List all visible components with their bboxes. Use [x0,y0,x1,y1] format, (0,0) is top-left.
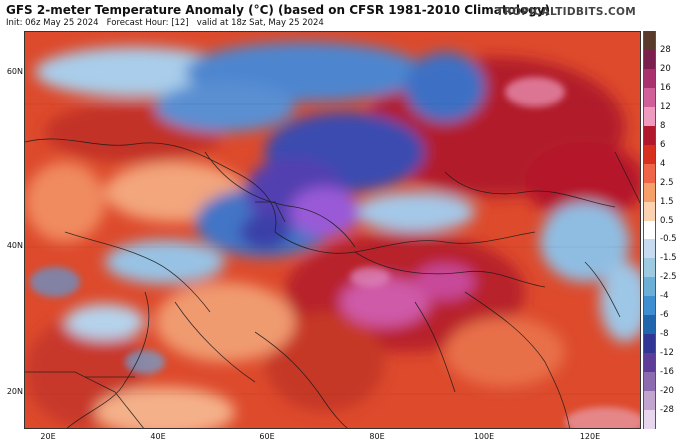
lon-label-60e: 60E [259,432,275,441]
lat-label-40n: 40N [6,241,23,250]
legend-label: -8 [660,329,669,340]
legend-label: -6 [660,310,669,321]
legend-swatch [643,239,656,259]
color-legend: 28 20 16 12 8 6 4 2.5 1.5 0.5 -0.5 -1.5 -2.5 -4 -6 -8 -1… [643,31,680,430]
legend-label: 6 [660,139,666,150]
legend-label: -1.5 [660,253,677,264]
legend-label: 20 [660,63,671,74]
brand-logo: TROPICALTIDBITS.COM [496,6,636,18]
legend-swatch [643,106,656,127]
legend-label: -4 [660,291,669,302]
legend-label: -16 [660,367,674,378]
legend-swatch [643,220,656,240]
legend-swatch [643,315,656,335]
legend-swatch [643,182,656,203]
map-title: GFS 2-meter Temperature Anomaly (°C) (ba… [6,3,551,17]
legend-swatch [643,49,656,70]
init-time: Init: 06z May 25 2024 [6,18,99,28]
legend-swatch [643,372,656,392]
legend-swatch [643,391,656,411]
map-svg [25,32,640,428]
legend-label: -28 [660,405,674,416]
legend-swatch [643,144,656,165]
legend-label: 4 [660,158,666,169]
graticule [25,103,640,395]
legend-label: 8 [660,120,666,131]
legend-swatch [643,87,656,108]
legend-label: 2.5 [660,177,674,188]
map-subtitle: Init: 06z May 25 2024 Forecast Hour: [12… [6,18,324,28]
legend-swatch [643,125,656,146]
legend-swatch [643,258,656,278]
lon-label-100e: 100E [473,432,495,441]
lat-label-60n: 60N [6,67,23,76]
country-borders [25,138,640,428]
lat-label-20n: 20N [6,387,23,396]
legend-swatch [643,334,656,354]
lon-label-40e: 40E [150,432,166,441]
legend-label: -2.5 [660,272,677,283]
legend-swatch [643,277,656,297]
legend-swatch [643,201,656,221]
legend-swatch [643,68,656,89]
forecast-hour: Forecast Hour: [12] [106,18,189,28]
valid-time: valid at 18z Sat, May 25 2024 [196,18,324,28]
legend-swatch [643,31,656,51]
legend-label: -20 [660,386,674,397]
legend-label: -12 [660,348,674,359]
legend-swatch [643,163,656,184]
temperature-anomaly-map [24,31,641,429]
legend-swatch [643,296,656,316]
legend-label: -0.5 [660,234,677,245]
legend-label: 1.5 [660,196,674,207]
legend-swatch [643,410,656,430]
legend-swatch [643,353,656,373]
anomaly-field [25,42,640,428]
lon-label-20e: 20E [40,432,56,441]
legend-label: 0.5 [660,215,674,226]
anomaly-detail [30,77,640,428]
legend-label: 16 [660,82,671,93]
legend-label: 28 [660,44,671,55]
lon-label-120e: 120E [579,432,601,441]
lon-label-80e: 80E [369,432,385,441]
legend-label: 12 [660,101,671,112]
